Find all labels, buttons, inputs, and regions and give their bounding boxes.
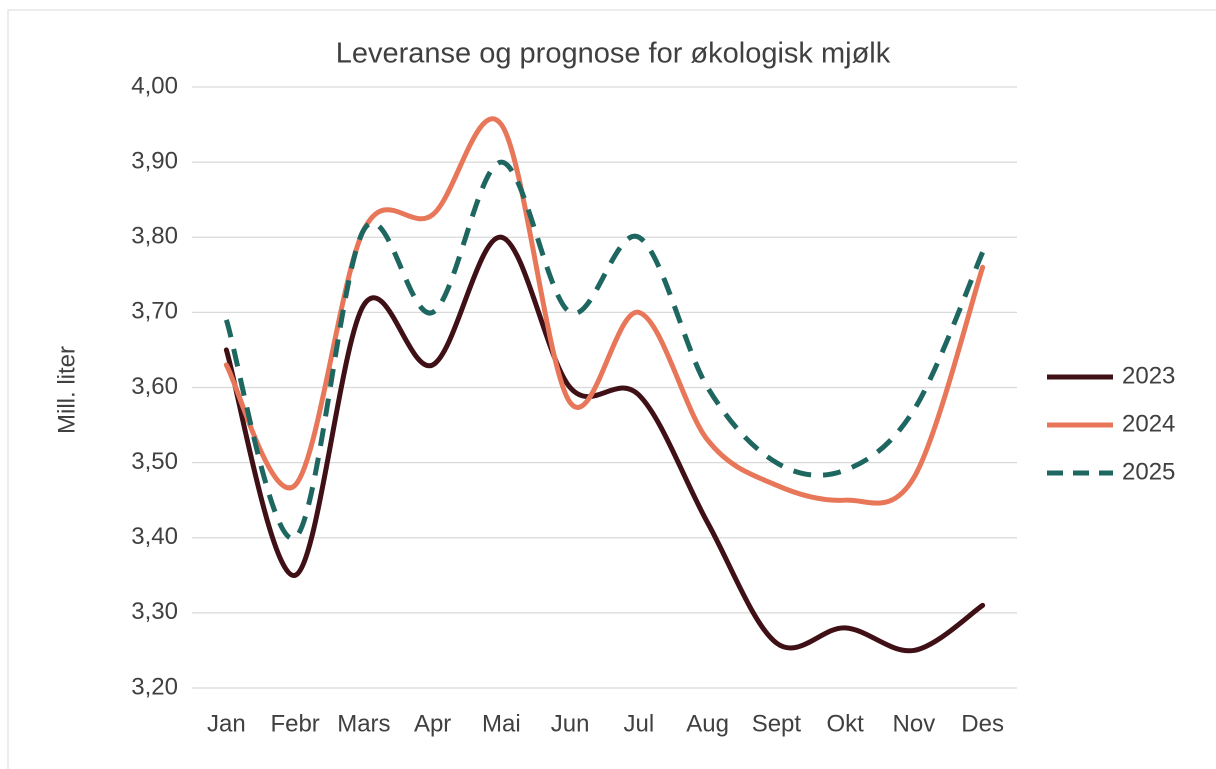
x-tick-label: Des	[961, 710, 1004, 737]
x-tick-label: Mai	[482, 710, 521, 737]
x-tick-label: Febr	[270, 710, 319, 737]
line-series	[223, 159, 985, 541]
x-tick-label: Apr	[414, 710, 451, 737]
y-tick-label: 3,50	[131, 448, 178, 475]
legend-label: 2023	[1122, 362, 1175, 389]
x-tick-label: Jun	[551, 710, 590, 737]
y-tick-label: 3,60	[131, 373, 178, 400]
y-tick-label: 3,40	[131, 523, 178, 550]
x-tick-label: Jan	[207, 710, 246, 737]
x-tick-label: Mars	[337, 710, 390, 737]
y-tick-label: 3,30	[131, 598, 178, 625]
legend-label: 2025	[1122, 458, 1175, 485]
x-tick-label: Sept	[752, 710, 802, 737]
y-axis-label: Mill. liter	[53, 346, 80, 434]
x-tick-label: Nov	[893, 710, 936, 737]
y-tick-label: 3,90	[131, 147, 178, 174]
legend-label: 2024	[1122, 410, 1175, 437]
chart-title: Leveranse og prognose for økologisk mjøl…	[336, 38, 891, 70]
y-tick-label: 3,80	[131, 223, 178, 250]
y-tick-label: 4,00	[131, 72, 178, 99]
y-tick-label: 3,20	[131, 673, 178, 700]
x-tick-label: Aug	[686, 710, 729, 737]
y-tick-label: 3,70	[131, 298, 178, 325]
x-tick-label: Okt	[826, 710, 864, 737]
x-tick-label: Jul	[624, 710, 655, 737]
